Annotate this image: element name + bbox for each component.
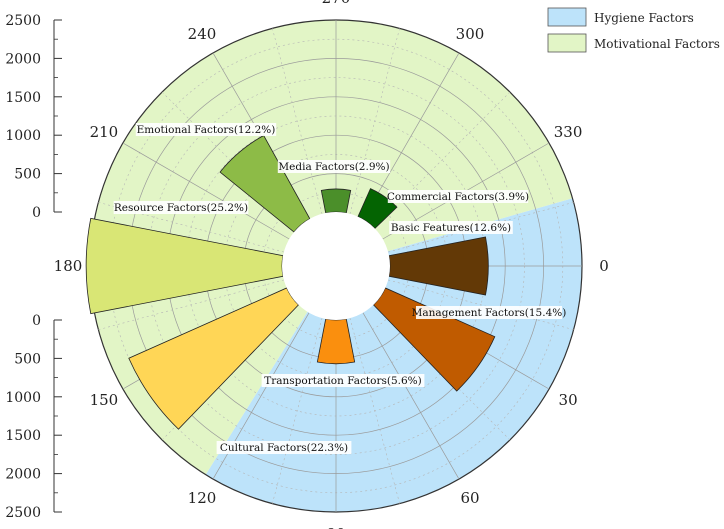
legend-swatch [547, 7, 587, 27]
bar-label-background [135, 123, 277, 136]
radial-axis-tick-label: 1500 [5, 90, 41, 106]
angle-tick-label: 0 [599, 257, 609, 275]
angle-tick-label: 150 [90, 391, 119, 409]
radial-axis-bottom: 0 500 1000 1500 2000 2500 [5, 313, 62, 521]
minor-grid-spoke [272, 28, 323, 214]
legend-label: Hygiene Factors [594, 11, 694, 25]
bar-label: Emotional Factors(12.2%) [137, 124, 276, 136]
minor-grid-spoke [98, 202, 284, 253]
grid-spoke [362, 52, 460, 220]
bars [85, 134, 496, 430]
minor-grid-spoke [388, 279, 574, 330]
radial-axis-tick-label: 2500 [5, 13, 41, 29]
bar-label-background [387, 190, 529, 203]
angle-tick-label: 300 [456, 25, 485, 43]
minor-grid-spoke [98, 279, 284, 330]
bar-label: Basic Features(12.6%) [391, 222, 511, 234]
minor-grid-spoke [349, 318, 400, 504]
bar-label-background [416, 306, 562, 319]
angle-tick-label: 180 [54, 257, 83, 275]
bar-label-background [277, 160, 391, 173]
angle-tick-label: 270 [322, 0, 351, 7]
bar-label: Transportation Factors(5.6%) [264, 375, 422, 387]
bar-4 [85, 217, 284, 315]
radial-axis-tick-label: 0 [32, 313, 41, 329]
bar-label: Resource Factors(25.2%) [114, 202, 248, 214]
bar-label-background [113, 201, 249, 214]
minor-grid-spoke [272, 318, 323, 504]
minor-grid-spoke [373, 91, 511, 229]
legend-swatch [547, 33, 587, 53]
legend: Hygiene Factors Motivational Factors [547, 7, 720, 53]
bar-label-background [261, 374, 425, 387]
angle-tick-label: 30 [559, 391, 578, 409]
legend-label: Motivational Factors [594, 37, 720, 51]
bar-labels: Basic Features(12.6%) Management Factors(… [113, 123, 567, 454]
minor-grid-spoke [349, 28, 400, 214]
radial-axis-tick-label: 1500 [5, 428, 41, 444]
angular-tick-labels: 0 30 60 90 120 150 180 210 240 270 300 330 [54, 0, 609, 529]
bar-label: Commercial Factors(3.9%) [387, 191, 529, 203]
angle-tick-label: 330 [554, 123, 583, 141]
bar-label: Cultural Factors(22.3%) [220, 442, 348, 454]
angle-tick-label: 210 [90, 123, 119, 141]
radial-axis-tick-label: 2000 [5, 51, 41, 67]
angle-tick-label: 120 [188, 489, 217, 507]
bar-6 [320, 188, 352, 214]
radial-axis-tick-label: 2500 [5, 505, 41, 521]
angle-tick-label: 240 [188, 25, 217, 43]
bar-label: Media Factors(2.9%) [278, 161, 389, 173]
radial-axis-tick-label: 2000 [5, 467, 41, 483]
radial-axis-tick-label: 0 [32, 205, 41, 221]
bar-label-background [389, 221, 513, 234]
radial-axis-tick-label: 500 [14, 351, 41, 367]
grid-spoke [122, 142, 290, 240]
radial-axis-tick-label: 1000 [5, 390, 41, 406]
angle-tick-label: 90 [326, 525, 345, 529]
radial-axis-tick-label: 1000 [5, 128, 41, 144]
angle-tick-label: 60 [460, 489, 479, 507]
radial-axis-top: 0 500 1000 1500 2000 2500 [5, 13, 62, 221]
radial-axis-tick-label: 500 [14, 167, 41, 183]
grid-spoke [362, 312, 460, 480]
bar-label: Management Factors(15.4%) [412, 307, 567, 319]
center-hole [282, 212, 390, 320]
bar-label-background [216, 441, 352, 454]
